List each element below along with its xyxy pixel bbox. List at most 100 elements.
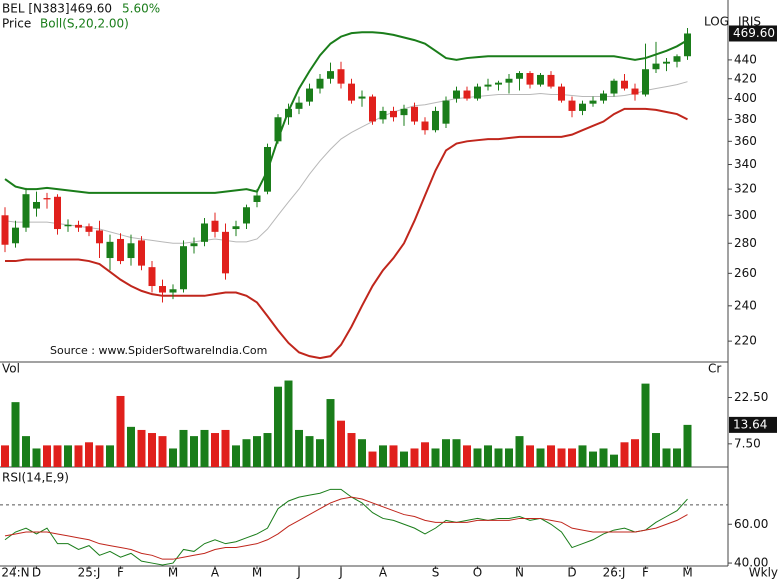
volume-bar [568, 448, 576, 467]
x-tick-label: M [252, 566, 262, 580]
x-tick-label: F [642, 566, 649, 580]
volume-bar [43, 445, 51, 467]
volume-bar [652, 433, 660, 467]
volume-bar [148, 433, 156, 467]
candle-body [558, 86, 565, 101]
candle-body [358, 96, 366, 99]
candle-body [337, 69, 345, 84]
x-tick-label: D [567, 566, 576, 580]
candle-body [43, 198, 51, 200]
candle-body [211, 220, 219, 232]
value-tag [729, 416, 777, 433]
volume-bar [515, 436, 524, 467]
volume-bar [683, 424, 692, 467]
candle-body [253, 195, 261, 202]
volume-bar [316, 439, 324, 467]
candle-body [589, 100, 597, 104]
volume-bar [547, 445, 555, 467]
volume-bar [421, 442, 429, 467]
y-tick-label: 340 [734, 157, 757, 171]
volume-bar [127, 426, 135, 467]
candle-body [663, 61, 670, 64]
volume-bar [158, 436, 167, 467]
candle-body [652, 63, 660, 70]
volume-bar [347, 433, 356, 467]
candle-body [232, 226, 240, 230]
line [4, 81, 688, 244]
candle-body [495, 82, 502, 85]
candle-body [379, 110, 387, 120]
candle-body [684, 33, 691, 57]
y-tick-label: 420 [734, 71, 757, 85]
candle-body [369, 96, 376, 122]
candle-body [316, 78, 324, 89]
x-tick-label: 26:J [603, 566, 626, 580]
candle-body [306, 88, 313, 102]
y-tick-label: 260 [734, 266, 757, 280]
volume-bar [295, 429, 303, 467]
volume-bar [74, 445, 83, 467]
volume-bar [368, 451, 377, 467]
candle-body [85, 226, 93, 232]
volume-bar [452, 439, 461, 467]
x-tick-label: M [168, 566, 178, 580]
candle-body [600, 93, 607, 101]
x-tick-label: O [473, 566, 482, 580]
candle-body [54, 196, 61, 230]
volume-bar [190, 436, 198, 467]
candle-body [201, 223, 208, 242]
line [5, 107, 688, 360]
x-tick-label: A [379, 566, 388, 580]
volume-bar [263, 433, 272, 467]
volume-bar [673, 448, 681, 467]
x-tick-label: F [117, 566, 124, 580]
y-tick-label: 40.00 [734, 556, 768, 570]
volume-bar [95, 445, 104, 467]
candle-body [474, 86, 481, 99]
candle-body [463, 90, 471, 99]
volume-bar [599, 448, 608, 467]
candle-body [22, 194, 30, 228]
volume-bar [242, 439, 251, 467]
volume-bar [22, 436, 30, 467]
interval-label: Wkly [749, 566, 778, 580]
volume-bar [337, 420, 345, 467]
volume-bar [662, 448, 671, 467]
panel-title: RSI(14,E,9) [2, 471, 69, 485]
volume-bar [620, 442, 629, 467]
y-tick-label: 300 [734, 208, 757, 222]
y-tick-label: 22.50 [734, 390, 768, 404]
candle-body [421, 121, 429, 131]
volume-bar [589, 451, 597, 467]
candle-body [64, 224, 72, 227]
candle-body [106, 241, 114, 259]
candle-body [264, 146, 271, 192]
candle-body [117, 238, 124, 262]
candle-body [127, 243, 135, 259]
x-tick-label: S [432, 566, 440, 580]
y-tick-label: 7.50 [734, 436, 761, 450]
volume-bar [389, 445, 398, 467]
volume-bar [53, 445, 62, 467]
candle-body [442, 100, 450, 124]
unit-label: Cr [708, 362, 721, 376]
candle-body [295, 102, 303, 109]
candle-body [516, 73, 523, 79]
legend-indicator: Boll(S,20,2.00) [40, 17, 129, 31]
candle-body [138, 240, 145, 266]
volume-bar [106, 445, 114, 467]
volume-bar [305, 436, 314, 467]
candle-body [148, 267, 156, 287]
volume-bar [473, 448, 482, 467]
volume-bar [169, 448, 177, 467]
x-tick-label: J [296, 566, 301, 580]
candle-body [169, 289, 177, 293]
volume-bar [484, 445, 492, 467]
candle-body [432, 110, 439, 131]
y-tick-label: 60.00 [734, 517, 768, 531]
volume-bar [442, 439, 450, 467]
volume-bar [526, 445, 534, 467]
volume-bar [578, 445, 587, 467]
volume-bar [211, 433, 219, 467]
y-tick-label: 400 [734, 91, 757, 105]
